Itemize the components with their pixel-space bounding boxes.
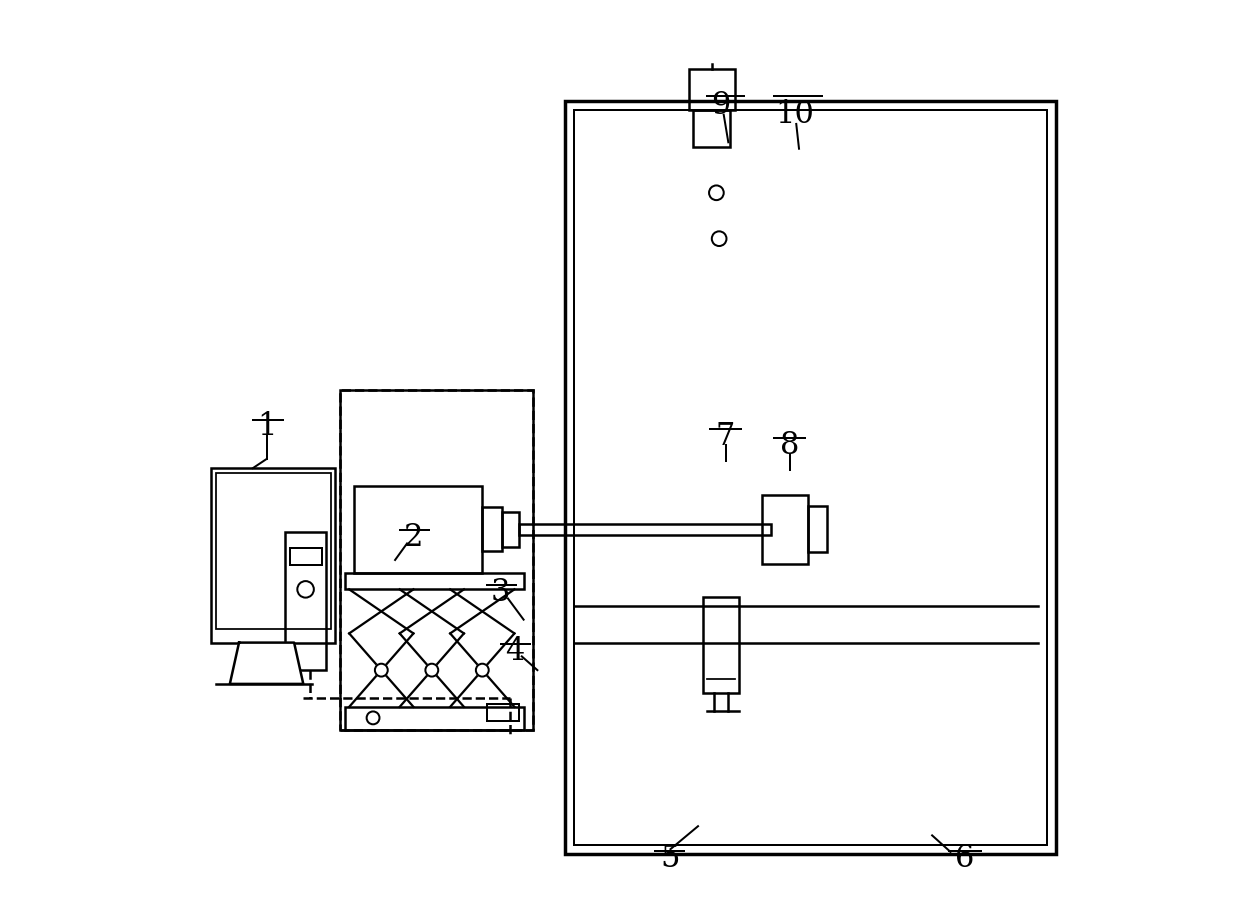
Text: 8: 8 — [780, 430, 800, 461]
Text: 7: 7 — [715, 420, 735, 452]
Bar — [212, 468, 336, 643]
Bar — [565, 101, 1056, 854]
Bar — [808, 507, 827, 553]
Text: 10: 10 — [775, 99, 813, 130]
Bar — [353, 486, 482, 573]
Bar — [689, 69, 735, 110]
Bar — [502, 512, 520, 547]
Polygon shape — [229, 643, 304, 684]
Text: 4: 4 — [505, 636, 525, 667]
Text: 3: 3 — [491, 577, 511, 608]
Bar — [763, 496, 808, 564]
Text: 5: 5 — [661, 843, 681, 874]
Text: 6: 6 — [955, 843, 973, 874]
Text: 2: 2 — [404, 521, 423, 553]
Bar — [285, 532, 326, 670]
Bar — [487, 704, 520, 721]
Bar — [520, 523, 771, 534]
Circle shape — [374, 664, 388, 677]
Bar — [345, 573, 523, 589]
Bar — [289, 548, 321, 565]
Bar — [482, 508, 502, 551]
Bar — [693, 110, 730, 147]
Bar — [216, 473, 331, 629]
Circle shape — [425, 664, 438, 677]
Bar — [574, 110, 1047, 845]
Circle shape — [476, 664, 489, 677]
Bar — [340, 390, 533, 730]
Bar — [703, 597, 739, 693]
Bar — [340, 390, 533, 730]
Text: 1: 1 — [257, 411, 277, 442]
Text: 9: 9 — [712, 90, 730, 121]
Bar — [345, 707, 523, 730]
